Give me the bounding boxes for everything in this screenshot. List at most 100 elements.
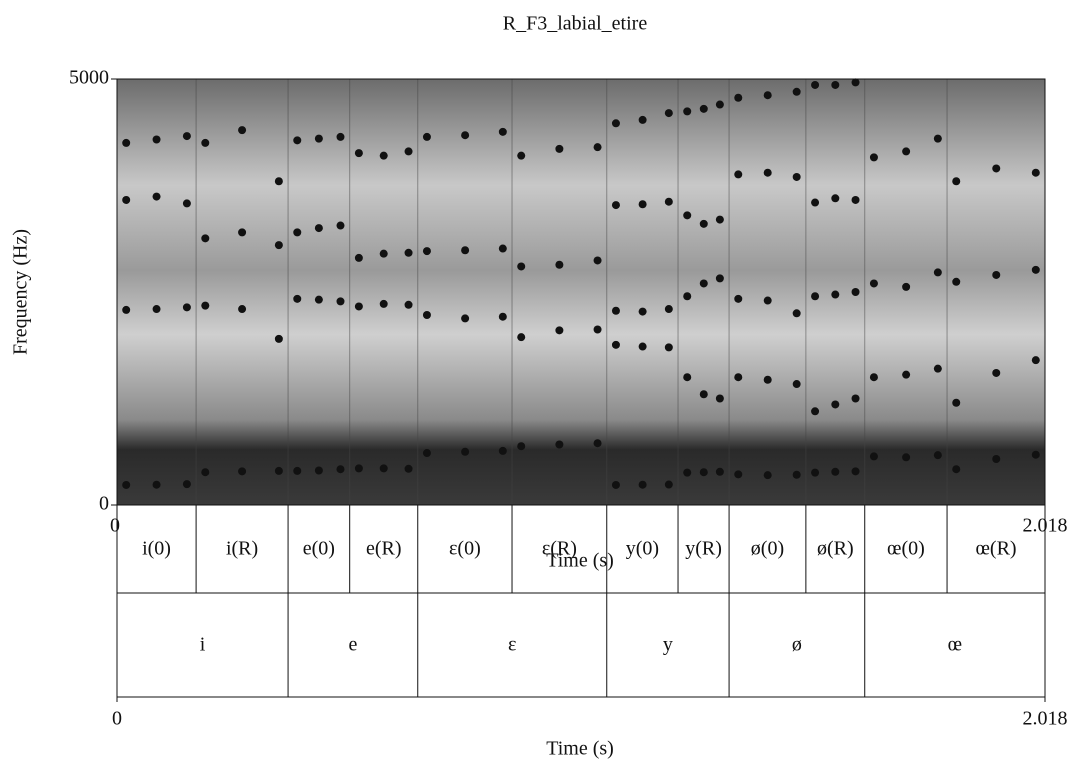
interval-label: e(0): [303, 538, 335, 560]
formant-point: [498, 244, 507, 253]
formant-point: [792, 470, 801, 479]
formant-point: [734, 373, 743, 382]
formant-point: [293, 136, 302, 145]
formant-point: [293, 228, 302, 237]
formant-point: [933, 268, 942, 277]
interval-label: e: [348, 634, 357, 656]
formant-point: [517, 442, 526, 451]
formant-point: [314, 224, 323, 233]
formant-point: [404, 147, 413, 156]
formant-point: [851, 195, 860, 204]
formant-point: [336, 465, 345, 474]
formant-point: [336, 221, 345, 230]
formant-point: [461, 246, 470, 255]
formant-point: [734, 294, 743, 303]
formant-point: [763, 471, 772, 480]
formant-point: [379, 249, 388, 258]
x-tick-label: 0: [112, 708, 122, 730]
formant-point: [314, 134, 323, 143]
formant-point: [792, 172, 801, 181]
formant-point: [238, 305, 247, 314]
formant-point: [734, 170, 743, 179]
formant-point: [274, 177, 283, 186]
formant-point: [699, 219, 708, 228]
y-tick-label: 0: [99, 493, 109, 515]
x-tick-label: 2.018: [1023, 708, 1068, 730]
formant-point: [555, 260, 564, 269]
formant-point: [952, 177, 961, 186]
formant-point: [811, 292, 820, 301]
formant-point: [354, 302, 363, 311]
formant-point: [498, 312, 507, 321]
interval-label: ø: [792, 634, 802, 656]
formant-point: [763, 168, 772, 177]
formant-point: [734, 93, 743, 102]
formant-point: [611, 340, 620, 349]
formant-point: [555, 144, 564, 153]
y-tick-label: 5000: [69, 67, 109, 89]
formant-point: [811, 407, 820, 416]
formant-point: [638, 342, 647, 351]
formant-point: [152, 480, 161, 489]
formant-point: [763, 375, 772, 384]
formant-point: [293, 466, 302, 475]
formant-point: [404, 248, 413, 257]
formant-point: [593, 439, 602, 448]
formant-point: [201, 468, 210, 477]
spectrogram: [117, 79, 1045, 505]
formant-point: [638, 307, 647, 316]
formant-point: [902, 370, 911, 379]
formant-point: [555, 326, 564, 335]
interval-label: ø(0): [751, 538, 784, 560]
formant-point: [851, 288, 860, 296]
y-axis-label: Frequency (Hz): [10, 229, 32, 355]
interval-label: e(R): [366, 538, 402, 560]
formant-point: [122, 480, 131, 489]
formant-point: [122, 305, 131, 314]
formant-point: [811, 198, 820, 207]
formant-point: [715, 274, 724, 283]
chart-title: R_F3_labial_etire: [503, 13, 648, 35]
formant-point: [664, 305, 673, 314]
formant-point: [461, 131, 470, 140]
formant-point: [933, 364, 942, 373]
formant-point: [1031, 265, 1040, 274]
x-tick-label: 0: [110, 515, 120, 537]
formant-point: [422, 311, 431, 320]
formant-point: [422, 132, 431, 141]
formant-point: [715, 467, 724, 476]
formant-point: [461, 447, 470, 456]
formant-point: [851, 394, 860, 403]
formant-point: [593, 256, 602, 265]
formant-point: [699, 104, 708, 113]
interval-label: ɛ: [508, 634, 516, 656]
formant-point: [274, 466, 283, 475]
formant-point: [638, 480, 647, 489]
formant-point: [593, 143, 602, 152]
formant-point: [992, 164, 1001, 173]
formant-point: [831, 400, 840, 409]
formant-point: [831, 467, 840, 476]
formant-point: [182, 199, 191, 208]
interval-label: ɛ(0): [449, 538, 481, 560]
formant-point: [517, 333, 526, 342]
formant-point: [792, 87, 801, 96]
formant-point: [869, 452, 878, 461]
formant-point: [122, 195, 131, 204]
formant-point: [1031, 168, 1040, 177]
formant-point: [902, 453, 911, 462]
formant-point: [182, 132, 191, 141]
formant-point: [851, 78, 860, 87]
formant-point: [699, 468, 708, 477]
formant-point: [683, 107, 692, 116]
formant-point: [152, 192, 161, 201]
formant-point: [1031, 450, 1040, 459]
formant-point: [404, 464, 413, 473]
interval-label: i(R): [226, 538, 258, 560]
formant-point: [715, 394, 724, 403]
x-axis-label: Time (s): [546, 550, 614, 572]
formant-point: [611, 119, 620, 128]
formant-point: [517, 151, 526, 160]
